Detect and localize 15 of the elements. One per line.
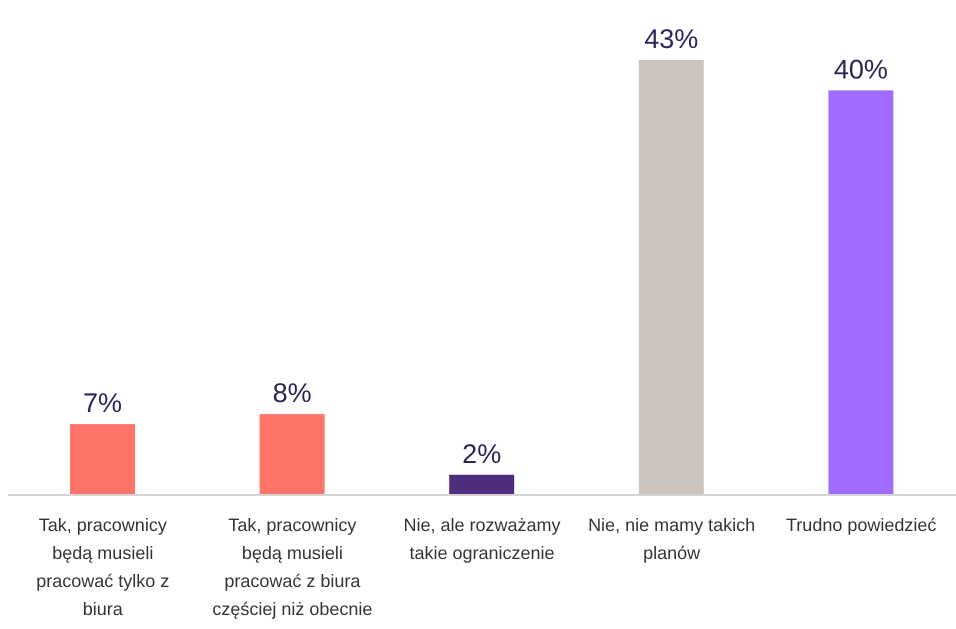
x-tick-label: Trudno powiedzieć	[786, 515, 936, 535]
bar	[449, 474, 514, 495]
x-tick-label: Nie, ale rozważamy takie ograniczenie	[403, 515, 561, 563]
bar	[638, 60, 704, 495]
x-tick-label: Tak, pracownicy będą musieli pracować z biura częściej niż obecnie	[212, 515, 372, 619]
data-label: 43%	[644, 24, 698, 54]
x-tick-label: Nie, nie mamy takich planów	[588, 515, 756, 563]
data-label: 7%	[82, 388, 122, 418]
x-tick-label: Tak, pracownicy będą musieli pracować tylko z biura	[36, 515, 170, 619]
bar	[70, 424, 135, 495]
bar	[828, 90, 894, 495]
bar	[260, 414, 325, 495]
data-label: 2%	[462, 438, 502, 469]
data-label: 40%	[834, 54, 888, 84]
data-label: 8%	[272, 378, 312, 408]
